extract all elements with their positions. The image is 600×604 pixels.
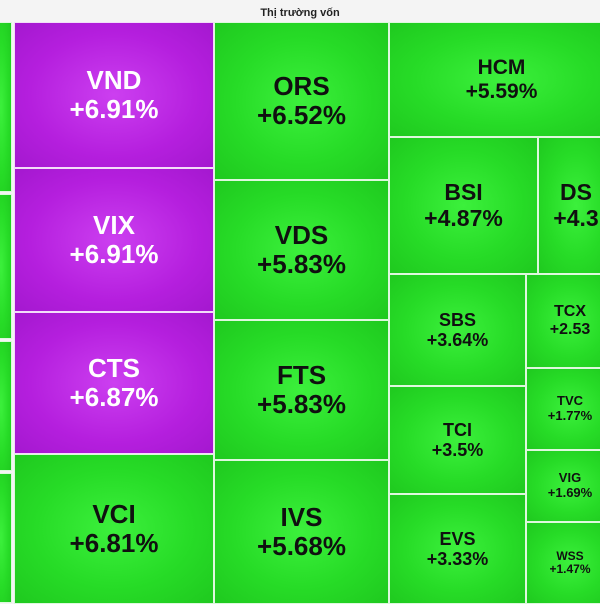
tile-symbol: VIG — [558, 470, 582, 486]
tile-symbol: IVS — [280, 501, 323, 532]
tile-symbol: VCI — [92, 498, 136, 529]
tile-symbol: TVC — [557, 393, 583, 409]
tile-change: +1.69% — [547, 485, 593, 500]
tile-sbs[interactable]: SBS +3.64% — [389, 274, 526, 386]
tile-symbol: WSS — [556, 548, 584, 563]
tile-symbol: TCX — [554, 303, 586, 321]
tile-vds[interactable]: VDS +5.83% — [214, 180, 389, 320]
tile-symbol: VDS — [274, 219, 329, 250]
tile-change: +6.81% — [69, 528, 159, 558]
tile-change: +6.87% — [69, 382, 159, 412]
tile-symbol: SBS — [438, 309, 476, 330]
tile-symbol: DS — [560, 178, 592, 205]
tile-wss[interactable]: WSS +1.47% — [526, 522, 600, 604]
tile-change: +5.59% — [465, 79, 538, 103]
tile-fts[interactable]: FTS +5.83% — [214, 320, 389, 460]
tile-symbol: EVS — [439, 528, 476, 549]
tile-change: +6.52% — [257, 100, 346, 130]
tile-symbol: HCM — [477, 55, 526, 79]
tile-change: +3.64% — [426, 330, 489, 350]
tile-change: +2.53 — [549, 321, 591, 338]
tile-symbol: VND — [86, 64, 142, 95]
tile-change: +5.83% — [257, 249, 346, 279]
tile-hcm[interactable]: HCM +5.59% — [389, 22, 600, 137]
tile-change: +3.5% — [431, 440, 484, 460]
tile-tcx[interactable]: TCX +2.53 — [526, 274, 600, 368]
tile-change: +5.83% — [257, 389, 346, 419]
tile-partial[interactable] — [0, 341, 12, 471]
tile-symbol: TCI — [443, 419, 472, 440]
tile-partial[interactable] — [0, 194, 12, 339]
tile-ds[interactable]: DS +4.3 — [538, 137, 600, 274]
tile-symbol: CTS — [88, 352, 140, 383]
tile-symbol: FTS — [276, 359, 327, 390]
tile-change: +4.87% — [424, 204, 503, 231]
tile-bsi[interactable]: BSI +4.87% — [389, 137, 538, 274]
tile-vix[interactable]: VIX +6.91% — [14, 168, 214, 312]
tile-change: +4.3 — [553, 204, 599, 231]
tile-change: +1.77% — [547, 408, 593, 423]
tile-cts[interactable]: CTS +6.87% — [14, 312, 214, 454]
tile-symbol: BSI — [444, 178, 483, 205]
tile-change: +3.33% — [426, 549, 489, 569]
tile-change: +1.47% — [549, 562, 591, 576]
tile-ors[interactable]: ORS +6.52% — [214, 22, 389, 180]
tile-change: +6.91% — [69, 239, 159, 269]
tile-evs[interactable]: EVS +3.33% — [389, 494, 526, 604]
tile-partial[interactable] — [0, 473, 12, 603]
tile-ivs[interactable]: IVS +5.68% — [214, 460, 389, 604]
chart-title: Thị trường vốn — [260, 7, 340, 19]
tile-change: +5.68% — [257, 531, 346, 561]
tile-symbol: ORS — [273, 70, 330, 101]
tile-tci[interactable]: TCI +3.5% — [389, 386, 526, 494]
tile-symbol: VIX — [93, 209, 135, 240]
tile-vci[interactable]: VCI +6.81% — [14, 454, 214, 604]
tile-partial[interactable] — [0, 22, 12, 192]
tile-vnd[interactable]: VND +6.91% — [14, 22, 214, 168]
tile-tvc[interactable]: TVC +1.77% — [526, 368, 600, 450]
tile-change: +6.91% — [69, 94, 159, 124]
tile-vig[interactable]: VIG +1.69% — [526, 450, 600, 522]
